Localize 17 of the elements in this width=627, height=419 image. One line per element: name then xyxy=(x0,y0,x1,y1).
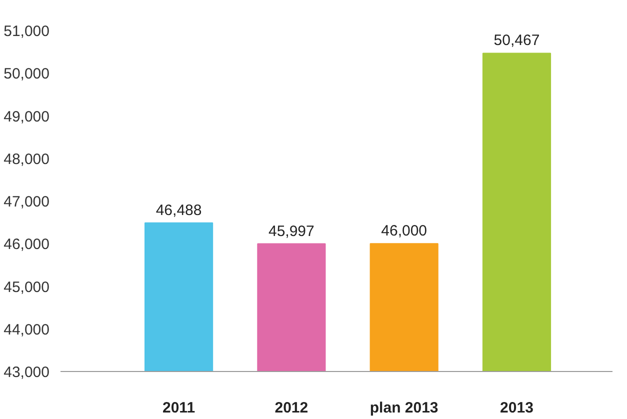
y-tick-label: 48,000 xyxy=(4,150,50,168)
x-tick-label: 2012 xyxy=(274,400,308,416)
x-tick-label: plan 2013 xyxy=(370,400,438,416)
x-tick-label: 2011 xyxy=(162,400,196,416)
y-tick-label: 51,000 xyxy=(4,23,50,40)
y-tick-label: 44,000 xyxy=(4,321,50,338)
y-tick-label: 47,000 xyxy=(4,194,50,210)
data-label: 45,997 xyxy=(268,222,314,240)
y-tick-label: 46,000 xyxy=(4,236,50,254)
data-label: 50,467 xyxy=(494,32,540,50)
y-tick-label: 43,000 xyxy=(4,364,50,381)
x-tick-label: 2013 xyxy=(500,400,534,416)
y-tick-label: 50,000 xyxy=(4,66,50,83)
y-tick-label: 49,000 xyxy=(4,108,50,126)
data-label: 46,488 xyxy=(156,202,202,219)
y-tick-label: 45,000 xyxy=(4,278,50,296)
data-label: 46,000 xyxy=(381,222,428,240)
